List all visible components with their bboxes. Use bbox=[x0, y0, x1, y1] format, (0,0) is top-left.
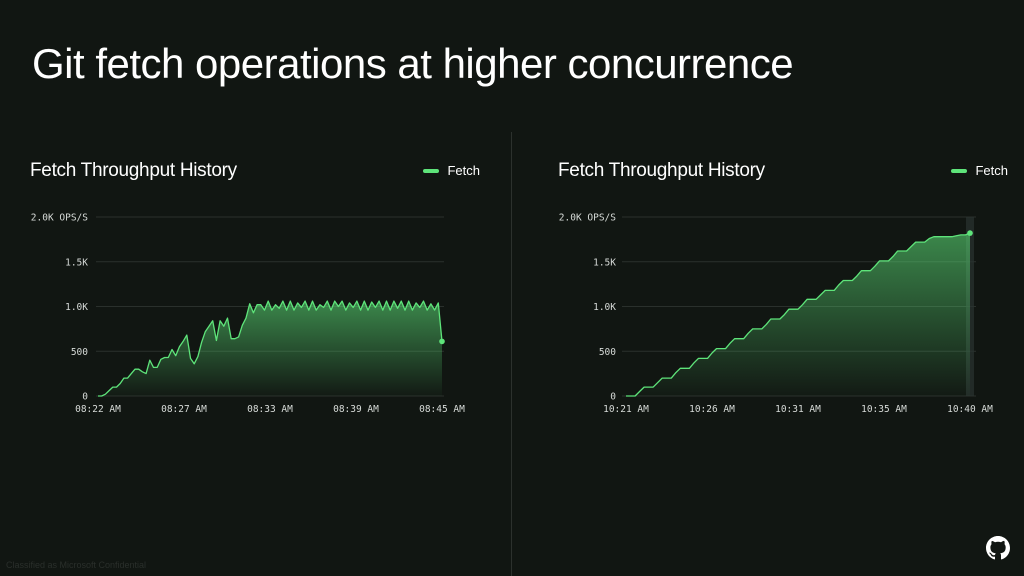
legend-label: Fetch bbox=[447, 163, 480, 178]
series-line bbox=[626, 232, 971, 397]
x-tick-label: 08:33 AM bbox=[247, 404, 293, 415]
x-tick-label: 10:31 AM bbox=[775, 404, 821, 415]
series-area bbox=[626, 233, 970, 396]
series-line bbox=[98, 300, 443, 397]
series-area bbox=[98, 301, 442, 396]
panel-divider bbox=[511, 132, 512, 576]
y-tick-label: 500 bbox=[599, 347, 616, 358]
y-tick-label: 0 bbox=[610, 392, 616, 403]
github-icon bbox=[986, 536, 1010, 560]
confidentiality-note: Classified as Microsoft Confidential bbox=[6, 560, 147, 570]
chart-title: Fetch Throughput History bbox=[558, 160, 765, 181]
y-tick-label: 2.0K OPS/S bbox=[31, 213, 88, 224]
y-tick-label: 1.0K bbox=[593, 302, 616, 313]
x-tick-label: 10:26 AM bbox=[689, 404, 735, 415]
y-tick-label: 0 bbox=[82, 392, 88, 403]
x-tick-label: 08:22 AM bbox=[75, 404, 121, 415]
y-tick-label: 1.5K bbox=[65, 257, 88, 268]
legend-swatch bbox=[951, 168, 968, 173]
x-tick-label: 08:45 AM bbox=[419, 404, 465, 415]
x-tick-label: 10:35 AM bbox=[861, 404, 907, 415]
x-tick-label: 10:40 AM bbox=[947, 404, 993, 415]
y-tick-label: 500 bbox=[71, 347, 88, 358]
chart-panel-left: Fetch Throughput History Fetch 0 500 1.0K 1… bbox=[30, 150, 480, 430]
x-tick-label: 10:21 AM bbox=[603, 404, 649, 415]
legend-label: Fetch bbox=[975, 163, 1008, 178]
last-point-marker bbox=[967, 230, 973, 236]
legend-swatch bbox=[423, 168, 440, 173]
chart-legend: Fetch bbox=[423, 163, 480, 178]
chart-title: Fetch Throughput History bbox=[30, 160, 237, 181]
y-tick-label: 1.0K bbox=[65, 302, 88, 313]
chart-legend: Fetch bbox=[951, 163, 1008, 178]
last-point-marker bbox=[439, 338, 445, 345]
chart-plot: 0 500 1.0K 1.5K 2.0K OPS/S 10:21 AM 10:26 AM 10… bbox=[559, 213, 993, 416]
chart-panel-right: Fetch Throughput History Fetch 0 500 1.0K 1… bbox=[558, 150, 1008, 430]
x-tick-label: 08:27 AM bbox=[161, 404, 207, 415]
x-tick-label: 08:39 AM bbox=[333, 404, 379, 415]
chart-plot: 0 500 1.0K 1.5K 2.0K OPS/S 08:22 AM 08:27 AM 08… bbox=[31, 213, 465, 416]
y-tick-label: 1.5K bbox=[593, 257, 616, 268]
slide-title: Git fetch operations at higher concurren… bbox=[32, 40, 794, 87]
y-tick-label: 2.0K OPS/S bbox=[559, 213, 616, 224]
